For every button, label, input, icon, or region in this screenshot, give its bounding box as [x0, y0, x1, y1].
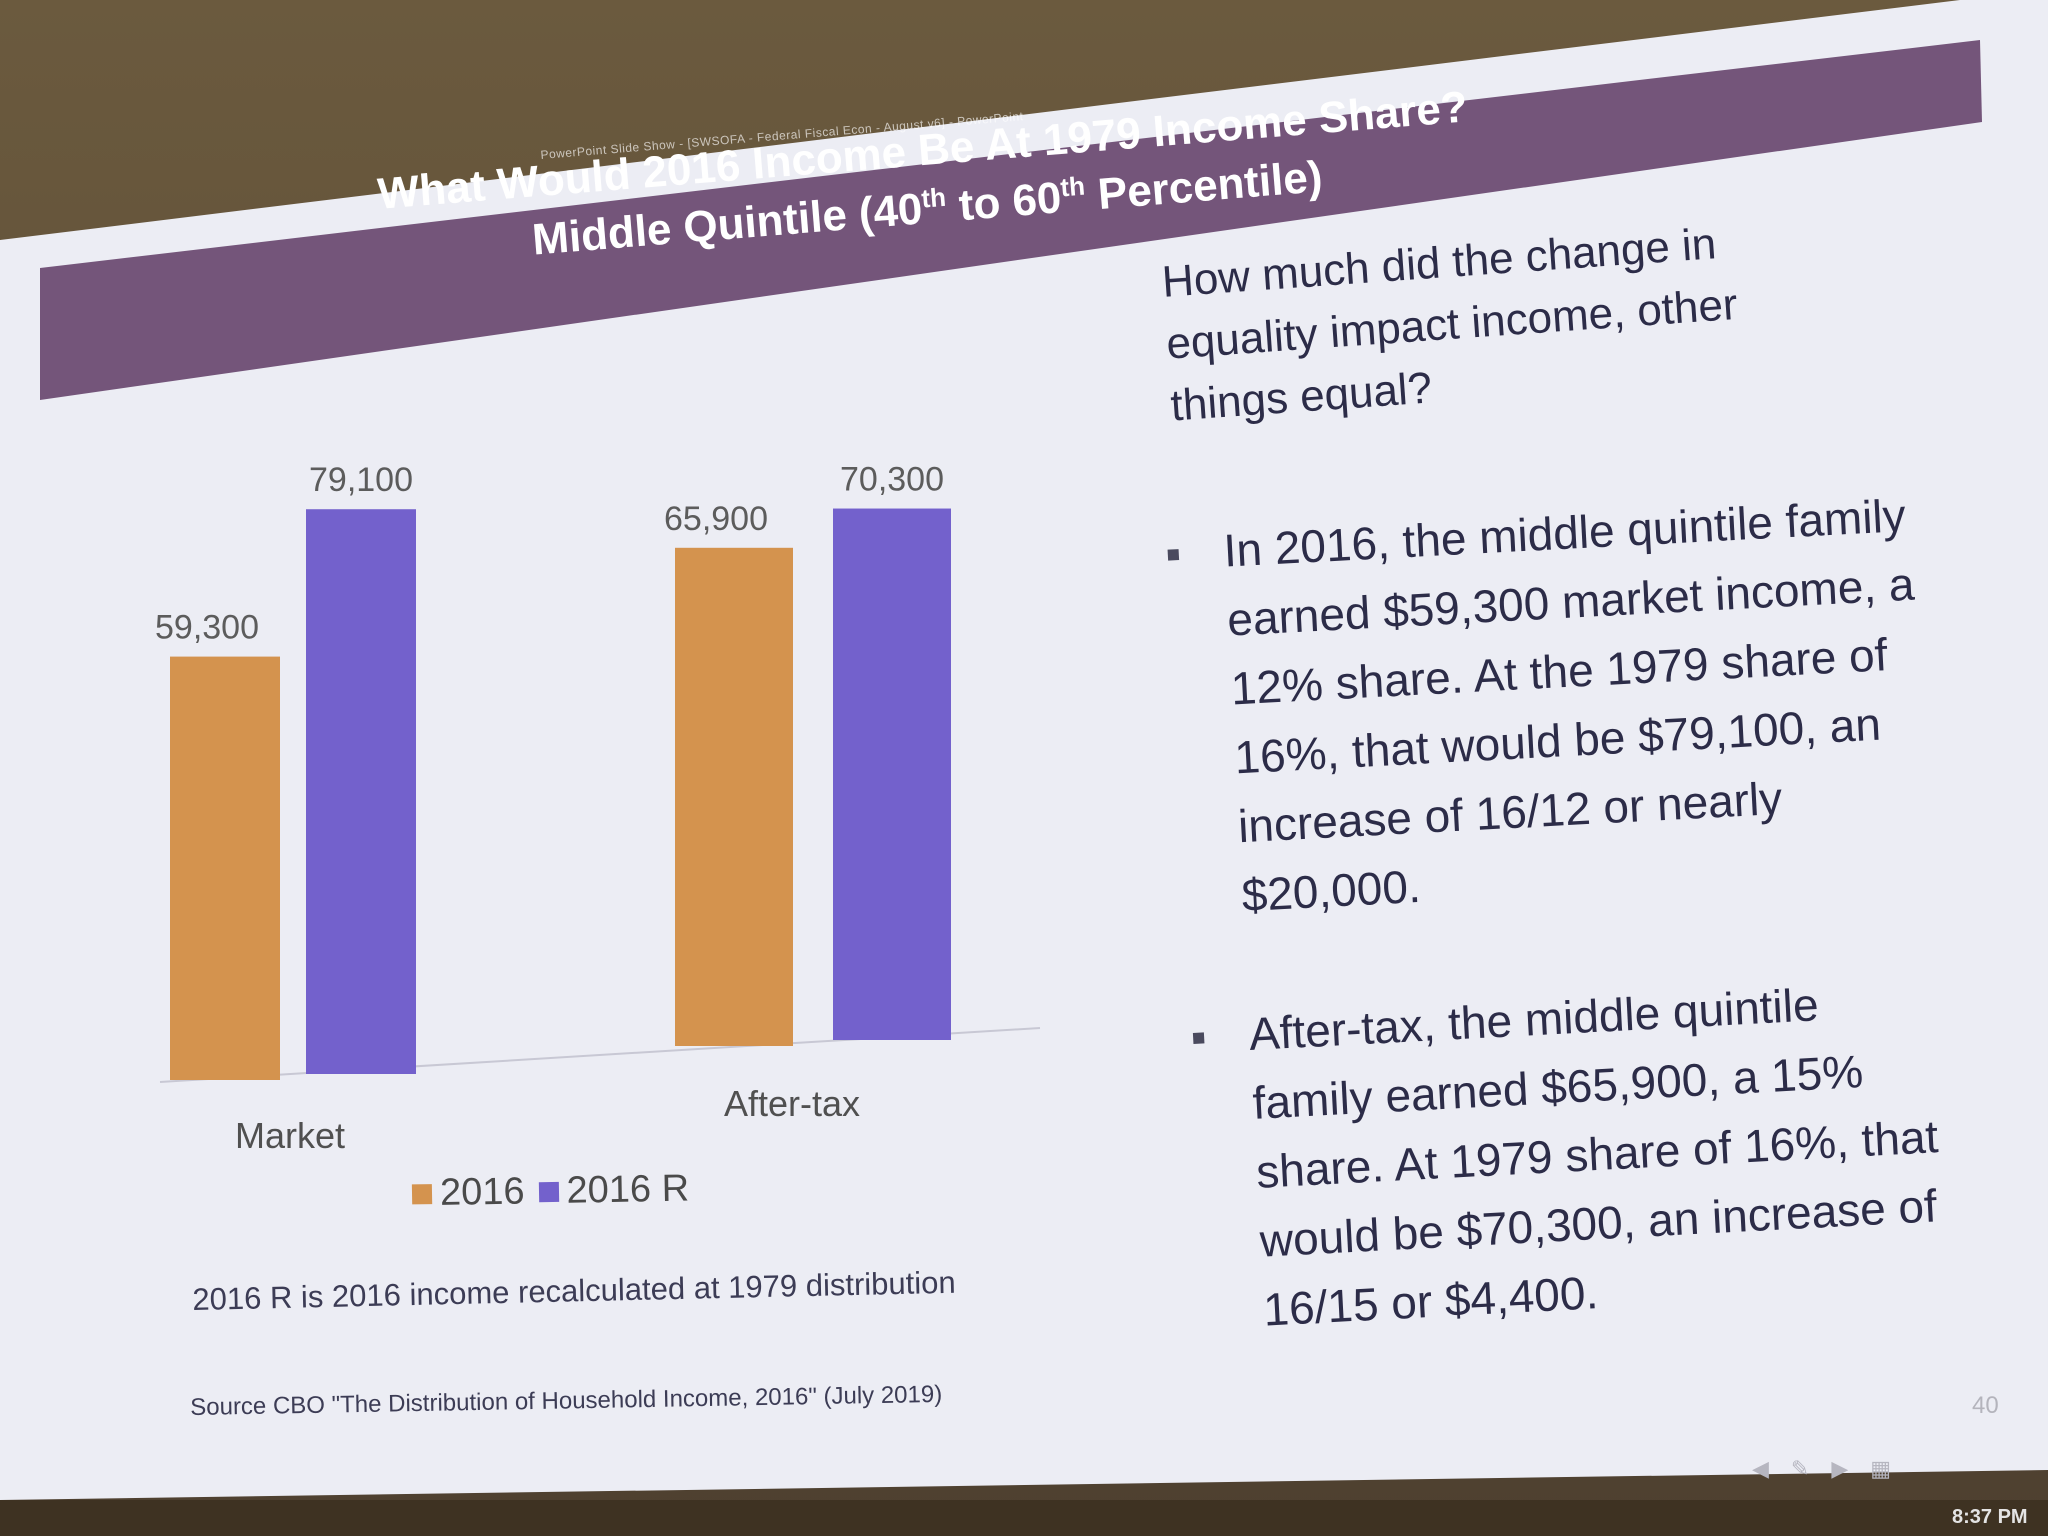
legend-item-2016: 2016 — [411, 1170, 525, 1215]
bar-market-2016-r — [306, 509, 416, 1074]
data-label-after-tax-2016-r: 70,300 — [840, 461, 944, 499]
slide-page-number: 40 — [1972, 1392, 1999, 1419]
taskbar-clock: 8:37 PM — [1952, 1506, 2028, 1528]
bar-after-tax-2016-r — [833, 508, 951, 1041]
category-label-after-tax: After-tax — [724, 1083, 860, 1124]
data-label-after-tax-2016: 65,900 — [664, 500, 768, 538]
slide-grid-icon[interactable]: ▦ — [1870, 1456, 1892, 1481]
data-label-market-2016: 59,300 — [155, 609, 259, 647]
data-label-market-2016-r: 79,100 — [309, 461, 413, 499]
slide-show-controls: ◀ ✎ ▶ ▦ — [1752, 1456, 1891, 1482]
pen-tool-icon[interactable]: ✎ — [1790, 1456, 1810, 1481]
legend-swatch-2016 — [411, 1183, 433, 1204]
bar-market-2016 — [170, 656, 280, 1080]
bullet-after-tax: After-tax, the middle quintile family ea… — [1185, 964, 1962, 1348]
bar-after-tax-2016 — [675, 547, 793, 1046]
category-label-market: Market — [235, 1115, 345, 1156]
previous-slide-icon[interactable]: ◀ — [1752, 1456, 1769, 1481]
legend-item-2016-r: 2016 R — [538, 1168, 689, 1214]
legend-swatch-2016-r — [538, 1181, 559, 1202]
bullet-list: In 2016, the middle quintile family earn… — [1160, 480, 1966, 1418]
taskbar — [0, 1500, 2048, 1536]
bullet-market: In 2016, the middle quintile family earn… — [1160, 480, 1941, 933]
legend-label-2016: 2016 — [439, 1170, 525, 1214]
next-slide-icon[interactable]: ▶ — [1831, 1456, 1849, 1481]
chart-legend: 2016 2016 R — [411, 1168, 690, 1216]
legend-label-2016-r: 2016 R — [566, 1167, 690, 1212]
